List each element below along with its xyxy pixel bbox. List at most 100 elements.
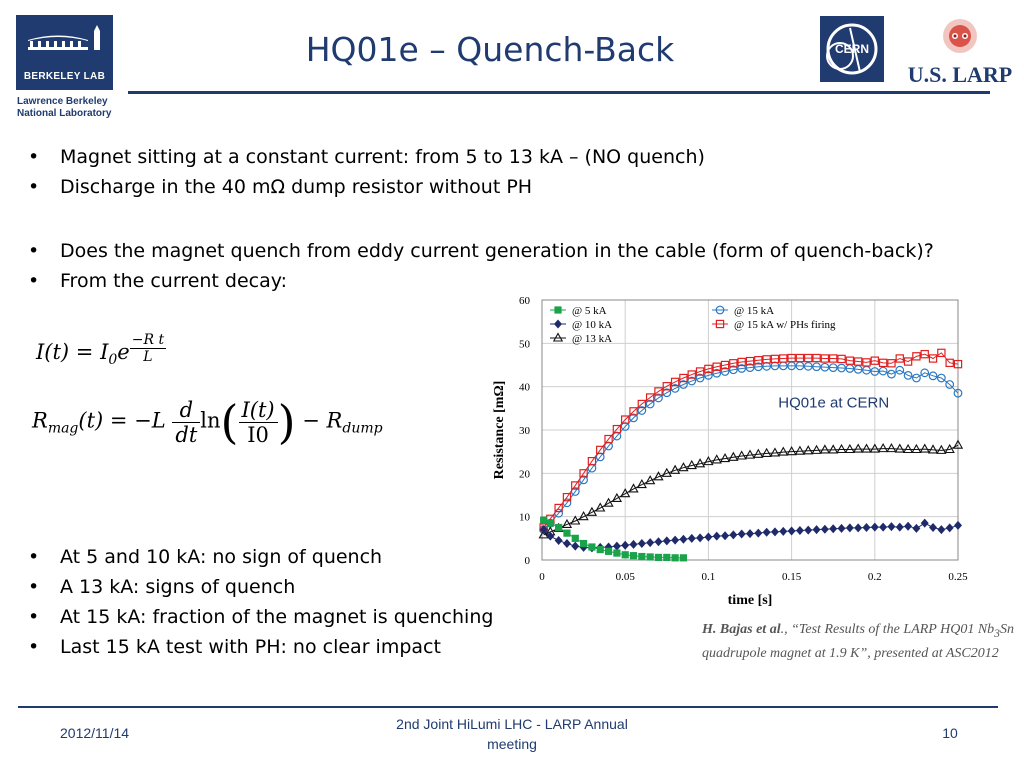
bullet-group-results: At 5 and 10 kA: no sign of quench A 13 k… [28, 542, 568, 662]
data-point [613, 549, 621, 557]
data-point [895, 522, 904, 532]
data-point [854, 523, 863, 533]
data-point [629, 413, 638, 423]
y-tick-label: 10 [519, 512, 531, 524]
data-point [645, 475, 656, 485]
chart-legend: @ 5 kA @ 10 kA @ 13 kA @ 15 kA @ 15 kA w/ PH… [550, 305, 836, 345]
data-point [862, 523, 871, 532]
data-point [945, 523, 954, 533]
citation-text-a: ., “Test Results of the LARP HQ01 Nb [780, 622, 995, 637]
data-point [853, 443, 864, 453]
data-point [812, 525, 821, 535]
data-point [945, 380, 955, 389]
lbnl-line-1: Lawrence Berkeley [17, 96, 108, 107]
data-point [663, 553, 671, 561]
data-point [729, 530, 738, 540]
lbnl-line-2: National Laboratory [17, 108, 112, 119]
data-point [704, 532, 713, 542]
cern-logo-text: CERN [835, 42, 869, 56]
larp-emblem-icon [943, 19, 977, 53]
data-point [903, 370, 913, 380]
bullet-item: Discharge in the 40 mΩ dump resistor wit… [28, 172, 968, 202]
data-point [729, 359, 738, 368]
data-point [786, 446, 797, 456]
berkeley-lab-logo: BERKELEY LAB [16, 15, 113, 90]
x-tick-label: 0.25 [948, 571, 968, 583]
data-point [703, 456, 714, 466]
data-point [895, 354, 904, 363]
eq1-exp-num: −R t [129, 332, 167, 349]
data-point [812, 353, 821, 363]
data-point [694, 458, 706, 468]
data-point [679, 373, 688, 383]
campanile-icon [28, 25, 100, 50]
data-point [554, 503, 563, 513]
data-point [944, 443, 955, 454]
bullet-item: Magnet sitting at a constant current: fr… [28, 142, 968, 172]
data-point [819, 444, 831, 454]
data-point [737, 529, 746, 539]
slide-title: HQ01e – Quench-Back [305, 30, 675, 69]
citation-sub: 3 [994, 626, 1000, 640]
eq1-lhs: I(t) = I [36, 340, 109, 364]
footer-date: 2012/11/14 [60, 725, 130, 741]
data-point [695, 373, 705, 383]
data-point [753, 362, 763, 372]
data-point [870, 522, 879, 532]
eq2-mag-sub: mag [47, 420, 79, 437]
data-point [636, 478, 647, 489]
data-point [704, 364, 713, 374]
data-point [596, 546, 604, 554]
data-point [877, 443, 889, 453]
data-point [678, 462, 689, 472]
data-point [645, 393, 655, 402]
data-point [829, 524, 838, 534]
data-point [828, 363, 838, 372]
data-point [712, 531, 721, 541]
data-point [953, 388, 963, 398]
data-point [629, 407, 638, 416]
data-point [820, 354, 830, 363]
data-point [837, 354, 846, 364]
data-point [937, 348, 946, 358]
data-point [562, 492, 572, 502]
data-point [653, 471, 664, 481]
data-point [654, 553, 663, 561]
data-point [703, 370, 713, 380]
data-point [612, 541, 621, 551]
data-point [845, 523, 854, 533]
data-point [555, 523, 563, 532]
eq1-exp-den: L [143, 349, 153, 365]
x-axis-label: time [s] [728, 593, 773, 608]
bullet-group-intro: Magnet sitting at a constant current: fr… [28, 142, 968, 202]
y-tick-label: 20 [519, 468, 531, 480]
data-point [953, 359, 963, 369]
data-point [621, 551, 629, 559]
data-point [770, 527, 779, 537]
data-point [687, 376, 697, 386]
data-point [654, 393, 663, 403]
data-point [919, 443, 930, 453]
data-point [762, 355, 771, 364]
eq2-frac-num: I(t) [238, 398, 278, 423]
data-point [844, 443, 855, 454]
data-point [671, 535, 680, 545]
data-point [794, 445, 806, 455]
data-point [744, 449, 756, 459]
data-point [927, 444, 939, 454]
chart-axes: 0 10 20 30 40 50 60 0 0.05 0.1 0.15 0.2 0.25 [519, 295, 968, 583]
data-point [945, 358, 954, 368]
eq2-minus-r: − R [302, 408, 343, 433]
data-point [539, 525, 548, 535]
data-point [621, 540, 630, 550]
bullet-item: At 5 and 10 kA: no sign of quench [28, 542, 568, 572]
data-point [546, 531, 555, 541]
cern-logo: CERN [820, 16, 884, 82]
data-point [779, 354, 788, 363]
data-point [887, 369, 896, 379]
data-point [662, 536, 671, 546]
legend-label: @ 15 kA w/ PHs firing [734, 319, 836, 331]
data-point [687, 370, 696, 379]
data-point [686, 459, 697, 470]
